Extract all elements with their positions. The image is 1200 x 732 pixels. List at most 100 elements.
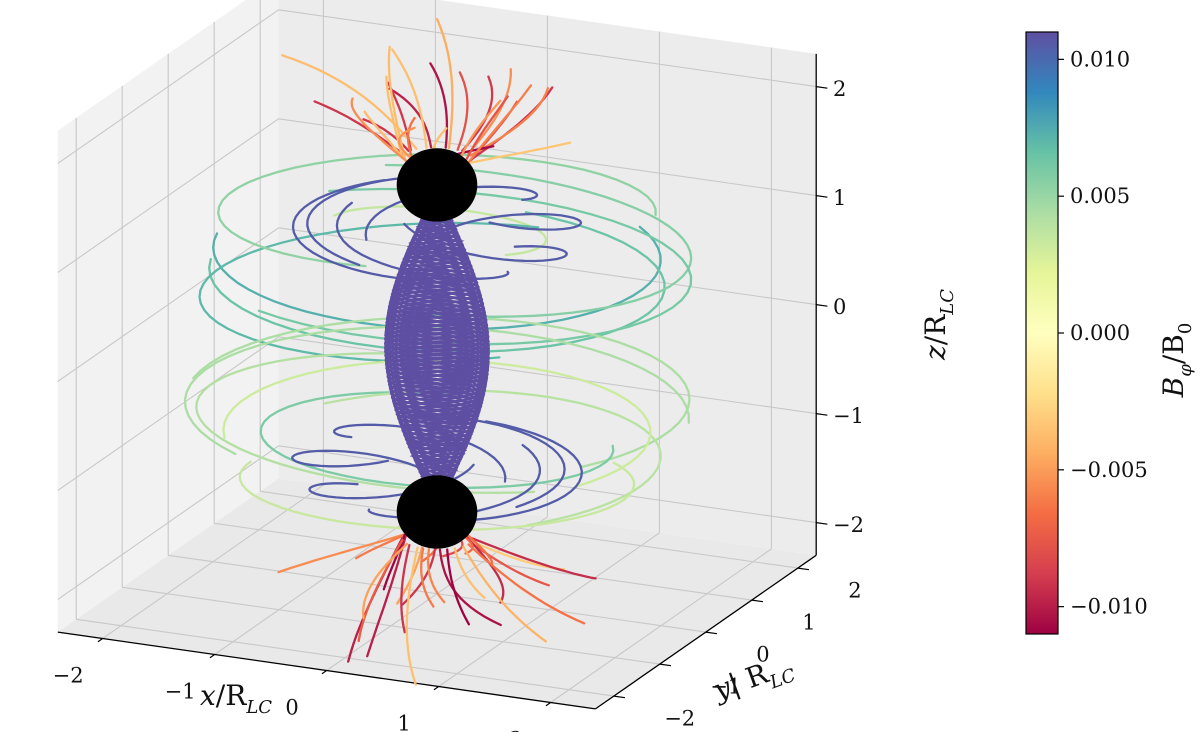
flux-tube-strand [384, 219, 490, 484]
z-tick-label: −1 [833, 404, 864, 428]
colorbar: 0.010 0.005 0.000 −0.005 −0.010 Bφ/B0 [1025, 31, 1196, 635]
y-tick-mark [751, 599, 764, 603]
open-field-line [461, 531, 505, 604]
open-field-line [467, 534, 494, 567]
grid-line [57, 227, 279, 382]
colorbar-gradient [1025, 31, 1059, 635]
open-field-line [313, 100, 405, 156]
x-tick-label: 2 [509, 728, 522, 732]
y-tick-mark [659, 663, 672, 667]
y-tick-mark [613, 695, 626, 699]
x-tick-label: 0 [285, 696, 298, 720]
open-field-line [462, 95, 509, 166]
grid-line [214, 522, 752, 601]
open-field-line [363, 110, 404, 159]
open-field-line [350, 97, 410, 164]
x-tick-mark [545, 702, 551, 707]
outer-toroidal-arc [384, 163, 693, 318]
open-field-line [429, 62, 449, 149]
open-field-line [405, 546, 419, 686]
field-lines [183, 17, 693, 686]
open-field-line [281, 54, 418, 150]
outer-toroidal-arc [217, 153, 657, 268]
x-tick-label: −2 [53, 664, 84, 688]
z-tick-mark [816, 304, 828, 307]
outer-toroidal-arc [195, 352, 536, 494]
z-tick-label: 1 [833, 186, 846, 210]
flux-tube-strand [384, 220, 490, 484]
upper-star [396, 148, 478, 222]
open-field-line [420, 547, 435, 608]
inner-loop [443, 212, 583, 232]
colorbar-label: Bφ/B0 [1157, 323, 1196, 399]
x-axis-label-var: x [200, 679, 216, 712]
open-field-line [467, 543, 586, 625]
z-tick-mark [816, 413, 828, 416]
grid-line [57, 9, 279, 164]
open-field-line [366, 532, 408, 658]
outer-toroidal-arc [192, 315, 691, 469]
y-tick-label: 0 [756, 642, 769, 666]
x-tick-mark [321, 670, 327, 675]
inner-loop [367, 443, 542, 519]
open-field-line [426, 548, 446, 604]
grid-line [278, 336, 817, 415]
open-field-line [467, 84, 533, 164]
y-tick-label: 1 [802, 610, 815, 634]
z-tick-mark [816, 195, 828, 198]
inner-loop [332, 423, 507, 483]
open-field-line [400, 543, 411, 634]
axes-3d [57, 0, 828, 710]
grid-line [278, 9, 817, 88]
y-tick-label: −1 [710, 674, 741, 698]
x-tick-mark [209, 654, 215, 659]
inner-loop [291, 178, 431, 283]
x-tick-label: 1 [397, 712, 410, 732]
inner-loop [290, 449, 427, 472]
open-field-line [467, 67, 512, 155]
open-field-line [387, 45, 407, 163]
grid-line [278, 227, 817, 306]
open-field-line [456, 71, 469, 151]
tick-labels: −2 −1 0 1 2 −2 −1 0 1 2 2 1 0 −1 −2 [53, 77, 864, 732]
colorbar-tick-label: −0.010 [1070, 595, 1148, 619]
open-field-line [361, 542, 409, 620]
outer-toroidal-arc [259, 391, 615, 489]
colorbar-tick-label: 0.005 [1070, 184, 1130, 208]
z-axis-label: z/RLC [919, 289, 958, 361]
open-field-line [462, 545, 547, 643]
grid-line [76, 618, 614, 697]
outer-toroidal-arc [208, 211, 666, 354]
z-tick-mark [816, 522, 828, 525]
outer-toroidal-arc [198, 221, 540, 363]
x-tick-label: −1 [165, 680, 196, 704]
grid-line [57, 118, 279, 273]
open-field-line [453, 547, 486, 600]
inner-loop [447, 420, 583, 523]
outer-toroidal-arc [222, 359, 652, 488]
x-tick-mark [433, 686, 439, 691]
lower-star [396, 475, 478, 549]
y-axis-label: y| RLC [707, 648, 799, 713]
grid-line [260, 490, 798, 569]
grid-lines [57, 0, 817, 703]
grid-line [278, 445, 817, 524]
grid-line [122, 586, 660, 665]
open-field-line [469, 536, 597, 580]
grid-line [278, 118, 817, 197]
open-field-line [446, 548, 471, 626]
y-tick-label: 2 [848, 578, 861, 602]
colorbar-tick-label: 0.000 [1070, 321, 1130, 345]
open-field-line [469, 87, 550, 157]
z-tick-mark [816, 86, 828, 89]
axis-lines [57, 53, 828, 710]
colorbar-ticks: 0.010 0.005 0.000 −0.005 −0.010 [1058, 47, 1148, 619]
colorbar-tick-label: −0.005 [1070, 458, 1148, 482]
open-field-line [354, 531, 412, 560]
open-field-line [388, 87, 433, 149]
grid-line [57, 336, 279, 491]
z-tick-label: 2 [833, 77, 846, 101]
z-tick-label: −2 [833, 513, 864, 537]
z-axis-label-var: z [919, 345, 952, 361]
